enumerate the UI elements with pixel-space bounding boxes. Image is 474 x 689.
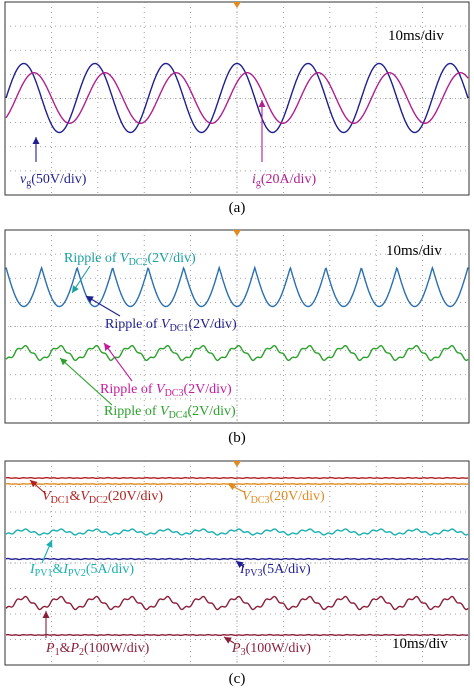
signal-label-5: P3​(100W/div) <box>231 641 311 658</box>
series-trace-1 <box>5 71 469 125</box>
series-trace-3 <box>5 557 469 561</box>
ripple-arrow-3 <box>59 357 113 406</box>
trigger-marker-icon <box>233 230 241 236</box>
series-trace-4 <box>5 595 469 611</box>
signal-label-1: VDC3​(20V/div) <box>242 489 325 506</box>
ig-arrow-head <box>258 100 266 107</box>
timebase-label: 10ms/div <box>388 28 444 44</box>
ripple-arrow-2-head <box>104 343 111 351</box>
ripple-label-2: Ripple of VDC3(2V/div) <box>100 382 232 399</box>
signal-label-0: VDC1​&VDC2​(20V/div) <box>42 489 163 506</box>
trigger-marker-icon <box>233 461 241 467</box>
signal-arrow-0-head <box>30 480 38 488</box>
series-trace-1 <box>5 344 469 362</box>
ripple-arrow-0-head <box>72 285 79 293</box>
panel-a-annotations: vg(50V/div) ig(20A/div) <box>20 100 316 189</box>
panel-caption: (c) <box>229 671 246 687</box>
signal-arrow-5-head <box>224 637 232 644</box>
vg-arrow-head <box>32 137 40 144</box>
panel-caption: (a) <box>229 200 246 216</box>
panel-caption: (b) <box>228 430 246 446</box>
signal-arrow-4-head <box>42 611 50 618</box>
panel-b-annotations: Ripple of VDC2(2V/div) Ripple of VDC1(2V/… <box>59 251 237 421</box>
timebase-label: 10ms/div <box>392 636 448 652</box>
panel-c-annotations: VDC1​&VDC2​(20V/div) VDC3​(20V/div) IPV1​&… <box>29 479 325 658</box>
series-trace-0 <box>5 476 469 480</box>
trigger-marker-icon <box>233 2 241 8</box>
series-trace-1 <box>5 483 469 485</box>
ripple-label-1: Ripple of VDC1(2V/div) <box>105 317 237 334</box>
scope-panel-1 <box>4 229 470 424</box>
scope-panel-0 <box>4 1 470 196</box>
ripple-label-3: Ripple of VDC4(2V/div) <box>104 404 236 421</box>
signal-label-4: P1​&P2​(100W/div) <box>45 641 150 658</box>
signal-label-3: IPV3​(5A/div) <box>239 562 311 579</box>
vg-label: vg(50V/div) <box>20 172 87 189</box>
ripple-arrow-2 <box>103 342 133 382</box>
series-trace-2 <box>5 528 469 536</box>
series-trace-5 <box>5 633 469 637</box>
ig-label: ig(20A/div) <box>252 172 316 189</box>
series-trace-0 <box>5 265 469 308</box>
timebase-label: 10ms/div <box>386 243 442 259</box>
series-trace-0 <box>5 62 469 134</box>
signal-arrow-1-head <box>228 484 236 491</box>
ripple-arrow-1-head <box>86 296 94 303</box>
signal-arrow-3-head <box>236 561 244 568</box>
signal-arrow-2-head <box>45 540 53 548</box>
ripple-label-0: Ripple of VDC2(2V/div) <box>64 251 196 268</box>
signal-label-2: IPV1​&IPV2​(5A/div) <box>29 562 134 579</box>
ripple-arrow-3-head <box>60 358 68 366</box>
